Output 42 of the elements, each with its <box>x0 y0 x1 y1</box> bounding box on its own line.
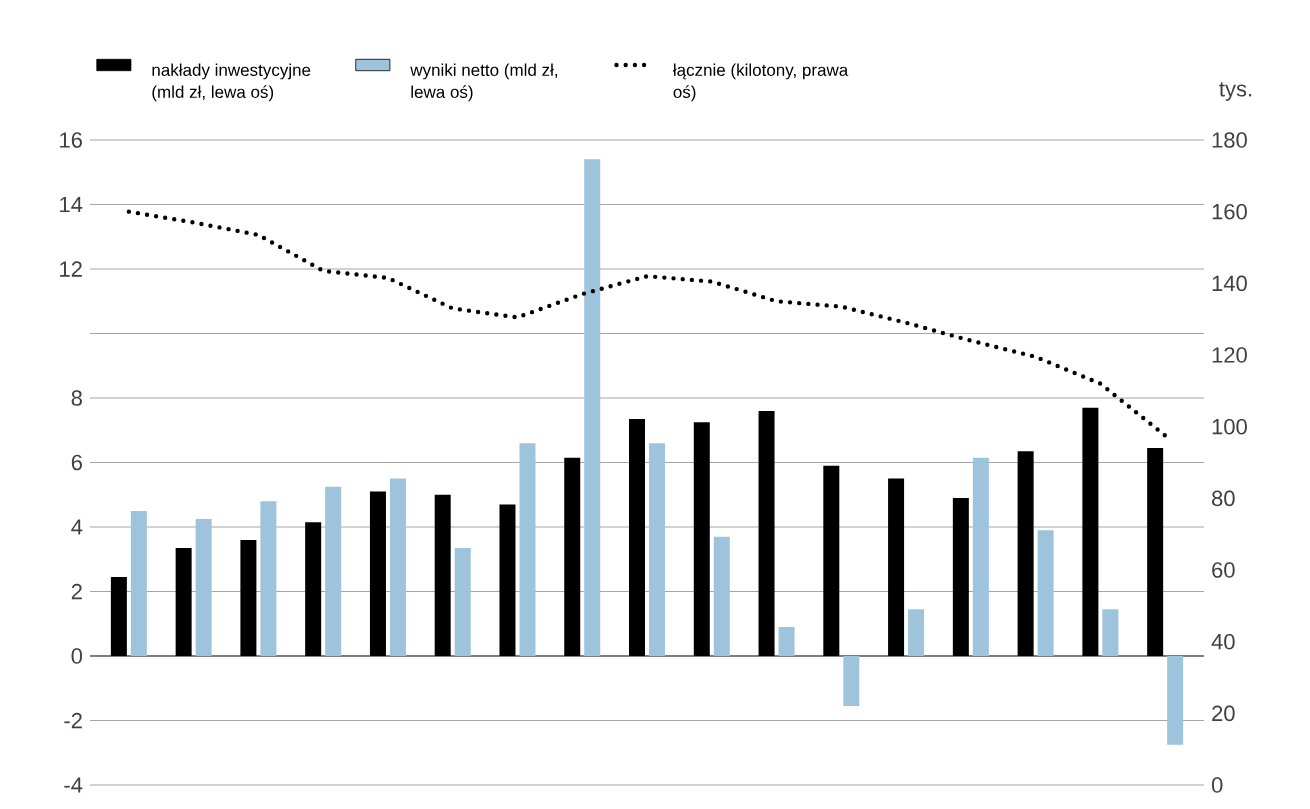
y-tick-label: -2 <box>64 712 82 729</box>
y-tick-label: 6 <box>71 454 82 471</box>
y2-tick-label: 20 <box>1212 705 1235 722</box>
legend-label: nakłady inwestycyjne (mld zł, lewa oś) <box>152 63 311 102</box>
y-tick-label: 16 <box>60 132 82 148</box>
bar <box>972 457 989 656</box>
bar <box>195 518 212 656</box>
y-tick-label: 8 <box>71 390 82 406</box>
y2-tick-label: 100 <box>1212 418 1247 435</box>
bar <box>649 443 666 656</box>
bar <box>778 626 795 656</box>
bar <box>130 510 147 656</box>
y-tick-label: -4 <box>64 777 83 793</box>
y2-tick-label: 80 <box>1212 490 1235 507</box>
line-series <box>126 209 1168 438</box>
y-tick-label: 0 <box>71 648 83 664</box>
y2-tick-label: 40 <box>1211 633 1235 650</box>
y2-tick-label: 180 <box>1212 132 1247 148</box>
bar <box>389 478 406 656</box>
bar <box>325 486 342 656</box>
y2-tick-label: 140 <box>1212 275 1247 292</box>
bar <box>1167 656 1184 745</box>
bar <box>713 536 730 656</box>
y-tick-label: 14 <box>60 196 83 213</box>
y2-tick-label: 120 <box>1212 347 1247 363</box>
bar <box>584 159 601 656</box>
y2-tick-label: 60 <box>1212 562 1235 578</box>
y2-tick-label: 0 <box>1211 777 1223 793</box>
legend-label: wyniki netto (mld zł, lewa oś) <box>410 63 558 102</box>
y-tick-label: 2 <box>71 583 82 600</box>
y-tick-label: 4 <box>71 519 83 535</box>
bar <box>843 656 860 706</box>
bar <box>260 501 277 656</box>
bar <box>1037 530 1054 656</box>
bar <box>454 547 471 656</box>
bar <box>908 609 925 656</box>
y2-axis-title: tys. <box>1219 82 1252 101</box>
y2-tick-label: 160 <box>1212 203 1247 220</box>
legend-label: łącznie (kilotony, prawa oś) <box>672 63 849 102</box>
bar <box>519 443 536 656</box>
y-tick-label: 12 <box>60 261 82 277</box>
bar <box>1102 609 1119 656</box>
